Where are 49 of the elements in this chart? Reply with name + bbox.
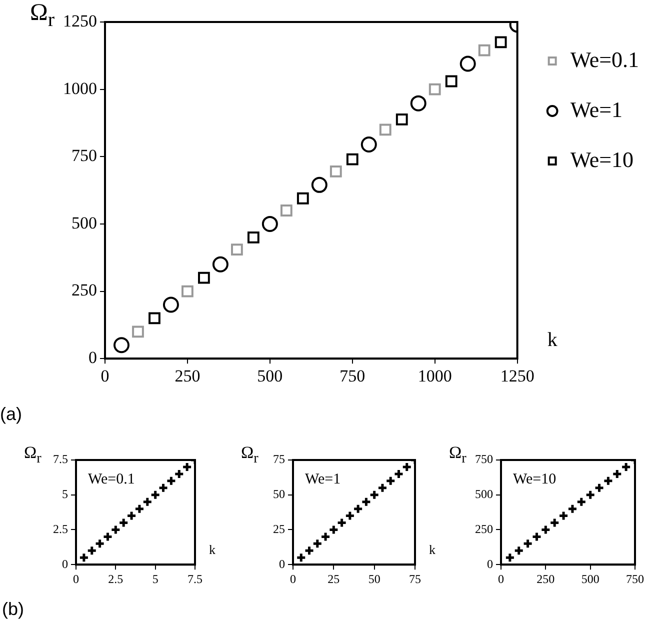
x-tick-label: 250 bbox=[536, 572, 555, 586]
x-tick-label: 0 bbox=[290, 572, 296, 586]
legend-label: We=1 bbox=[570, 96, 623, 122]
y-tick-label: 7.5 bbox=[53, 452, 68, 466]
x-tick-label: 0 bbox=[100, 366, 110, 386]
x-axis-title: k bbox=[429, 542, 436, 558]
y-tick-label: 250 bbox=[72, 280, 97, 300]
x-tick-label: 2.5 bbox=[108, 572, 124, 586]
x-tick-label: 7.5 bbox=[188, 572, 202, 586]
y-tick-label: 1000 bbox=[63, 78, 97, 98]
x-tick-label: 1000 bbox=[418, 366, 452, 386]
text: We=1 bbox=[305, 471, 341, 488]
x-axis-title: k bbox=[547, 328, 558, 352]
text: (b) bbox=[2, 599, 24, 620]
x-tick-label: 750 bbox=[626, 572, 644, 586]
legend-label: We=0.1 bbox=[570, 46, 640, 72]
y-tick-label: 5 bbox=[62, 487, 68, 502]
y-axis-title: Ω$_{r}$ bbox=[24, 443, 42, 468]
text: We=10 bbox=[513, 471, 556, 488]
y-tick-label: 0 bbox=[487, 556, 493, 571]
text: (a) bbox=[0, 404, 22, 425]
y-tick-label: 50 bbox=[273, 487, 285, 502]
x-tick-label: 75 bbox=[409, 572, 421, 586]
y-tick-label: 500 bbox=[72, 213, 97, 232]
y-tick-label: 250 bbox=[475, 522, 493, 536]
text: We=0.1 bbox=[88, 471, 135, 488]
y-tick-label: 2.5 bbox=[53, 522, 68, 536]
x-tick-label: 250 bbox=[174, 366, 200, 386]
y-tick-label: 1250 bbox=[63, 11, 97, 30]
x-tick-label: 0 bbox=[498, 572, 504, 586]
legend-label: We=10 bbox=[570, 146, 634, 172]
x-tick-label: 500 bbox=[581, 572, 600, 586]
x-tick-label: 750 bbox=[340, 366, 366, 386]
y-tick-label: 500 bbox=[475, 487, 493, 502]
y-tick-label: 750 bbox=[475, 452, 493, 466]
y-tick-label: 0 bbox=[279, 556, 285, 571]
x-tick-label: 50 bbox=[368, 572, 380, 586]
y-axis-title: Ω$_{r}$ bbox=[449, 443, 466, 468]
y-tick-label: 0 bbox=[62, 556, 68, 571]
x-axis-title: k bbox=[209, 542, 216, 558]
y-axis-title: Ω$_{r}$ bbox=[30, 0, 55, 32]
y-tick-label: 750 bbox=[72, 146, 97, 166]
y-tick-label: 25 bbox=[273, 522, 285, 536]
y-axis-title: Ω$_{r}$ bbox=[241, 443, 258, 468]
x-tick-label: 25 bbox=[328, 572, 340, 586]
x-tick-label: 1250 bbox=[500, 366, 534, 386]
y-tick-label: 75 bbox=[273, 452, 285, 466]
y-tick-label: 0 bbox=[88, 348, 97, 368]
x-tick-label: 5 bbox=[152, 572, 158, 586]
